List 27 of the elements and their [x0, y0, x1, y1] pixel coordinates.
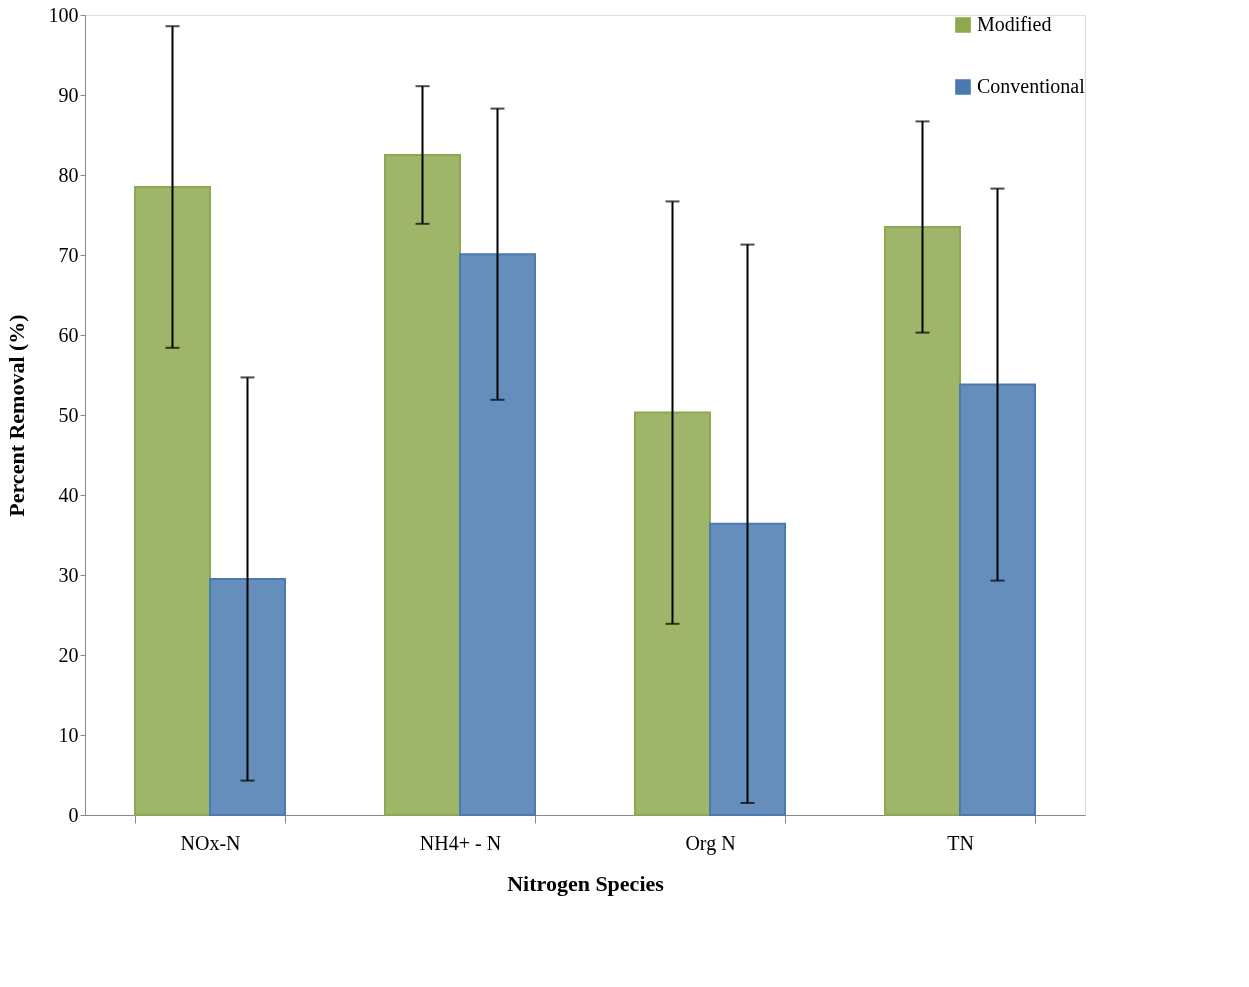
legend-label: Conventional — [977, 75, 1086, 97]
y-tick-label: 60 — [58, 323, 79, 346]
y-tick-label: 40 — [58, 483, 79, 506]
bar — [384, 154, 461, 816]
y-tick-label: 50 — [58, 403, 79, 426]
y-tick-label: 80 — [58, 163, 79, 186]
y-tick-label: 0 — [68, 803, 79, 826]
y-tick-label: 90 — [58, 83, 79, 106]
x-tick-label: Org N — [685, 831, 736, 855]
legend-label: Modified — [977, 13, 1052, 35]
x-axis-title: Nitrogen Species — [507, 870, 665, 896]
bar — [134, 186, 211, 816]
bar — [634, 411, 711, 816]
y-tick-label: 70 — [58, 243, 79, 266]
y-tick-label: 30 — [58, 563, 79, 586]
bar — [959, 383, 1036, 816]
y-axis-title: Percent Removal (%) — [3, 314, 29, 517]
x-tick-label: TN — [947, 831, 974, 854]
y-tick-label: 20 — [58, 643, 79, 666]
x-tick-label: NH4+ - N — [419, 831, 502, 854]
y-tick-label: 100 — [48, 3, 79, 26]
y-tick-label: 10 — [58, 723, 79, 746]
bar — [709, 522, 786, 816]
bar — [459, 253, 536, 816]
bar — [884, 226, 961, 816]
bar — [209, 578, 286, 816]
x-tick-label: NOx-N — [180, 831, 241, 854]
